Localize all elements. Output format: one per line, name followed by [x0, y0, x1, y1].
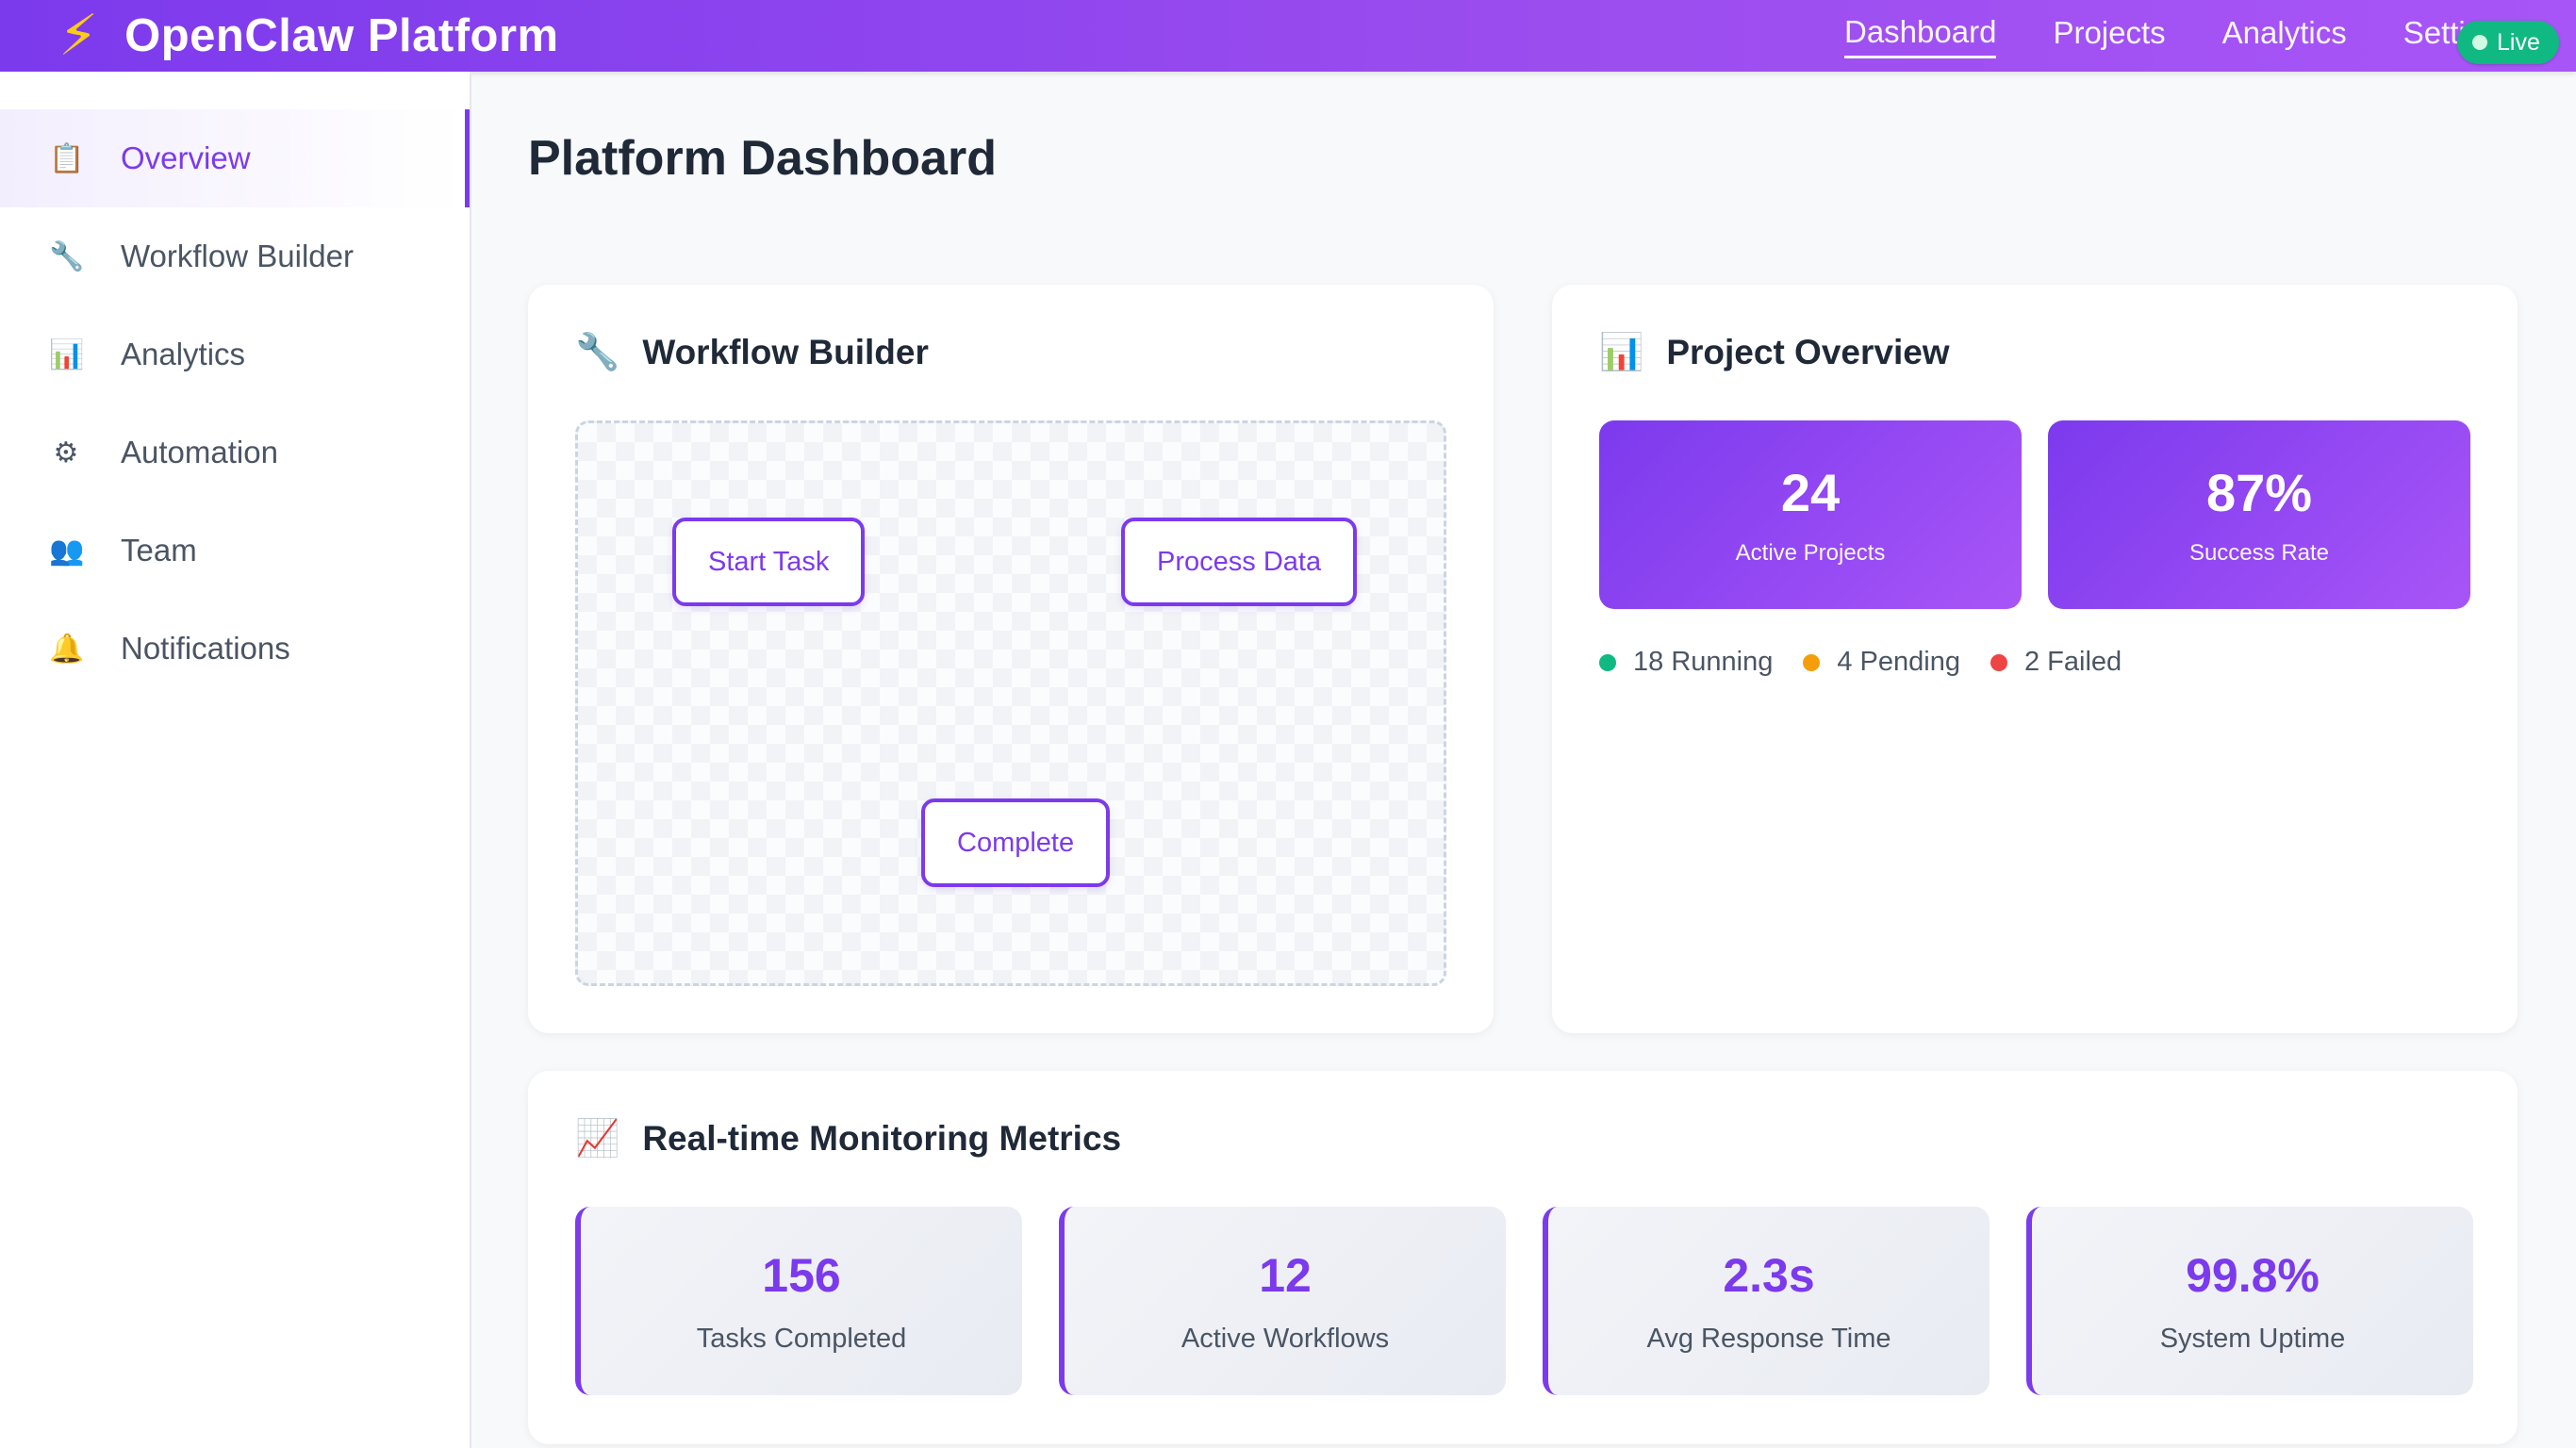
bar-chart-icon: 📊 [1599, 333, 1644, 372]
team-icon: 👥 [49, 535, 85, 567]
card-title: Project Overview [1666, 333, 1950, 371]
realtime-metrics-card: 📈 Real-time Monitoring Metrics 156 Tasks… [528, 1071, 2518, 1444]
legend-running: 18 Running [1599, 647, 1773, 678]
wrench-icon: 🔧 [575, 333, 620, 372]
stat-label: Success Rate [2188, 540, 2330, 566]
app-title: OpenClaw Platform [124, 10, 559, 61]
clipboard-icon: 📋 [49, 142, 85, 174]
sidebar-item-team[interactable]: 👥 Team [0, 502, 470, 600]
sidebar-item-label: Team [121, 533, 197, 568]
bell-icon: 🔔 [49, 633, 85, 665]
metric-value: 156 [762, 1249, 841, 1302]
metric-label: Tasks Completed [696, 1324, 907, 1354]
sidebar-item-label: Analytics [121, 337, 246, 371]
legend-failed: 2 Failed [1990, 647, 2122, 678]
metric-active-workflows: 12 Active Workflows [1059, 1207, 1506, 1395]
nav-dashboard[interactable]: Dashboard [1844, 14, 1997, 58]
legend-label: 4 Pending [1837, 647, 1960, 677]
sidebar-item-notifications[interactable]: 🔔 Notifications [0, 600, 470, 698]
live-label: Live [2497, 28, 2540, 56]
workflow-builder-card: 🔧 Workflow Builder Start Task Process Da… [528, 285, 1494, 1033]
workflow-canvas[interactable]: Start Task Process Data Complete [575, 420, 1446, 986]
trend-chart-icon: 📈 [575, 1119, 620, 1159]
nav-analytics[interactable]: Analytics [2221, 15, 2347, 50]
project-overview-card: 📊 Project Overview 24 Active Projects 87… [1552, 285, 2518, 1033]
bar-chart-icon: 📊 [49, 338, 85, 370]
legend-label: 18 Running [1633, 647, 1774, 677]
sidebar: 📋 Overview 🔧 Workflow Builder 📊 Analytic… [0, 72, 471, 1448]
stat-value: 87% [2205, 463, 2313, 522]
status-legend: 18 Running 4 Pending 2 Failed [1599, 647, 2152, 678]
card-header: 📈 Real-time Monitoring Metrics [575, 1118, 1121, 1160]
stat-label: Active Projects [1735, 540, 1886, 566]
wrench-icon: 🔧 [49, 240, 85, 272]
metric-value: 12 [1259, 1249, 1312, 1302]
legend-pending: 4 Pending [1803, 647, 1960, 678]
page-title: Platform Dashboard [528, 131, 997, 186]
sidebar-item-overview[interactable]: 📋 Overview [0, 109, 470, 207]
card-title: Workflow Builder [642, 333, 929, 371]
live-dot-icon [2472, 35, 2487, 50]
workflow-node-process-data[interactable]: Process Data [1121, 518, 1358, 606]
metric-avg-response-time: 2.3s Avg Response Time [1543, 1207, 1990, 1395]
stat-active-projects: 24 Active Projects [1599, 420, 2022, 609]
metric-value: 99.8% [2186, 1249, 2320, 1302]
sidebar-item-analytics[interactable]: 📊 Analytics [0, 305, 470, 403]
orange-dot-icon [1803, 653, 1821, 671]
green-dot-icon [1599, 653, 1616, 671]
workflow-node-complete[interactable]: Complete [921, 798, 1111, 887]
top-bar: ⚡ OpenClaw Platform Dashboard Projects A… [0, 0, 2576, 72]
brand[interactable]: ⚡ OpenClaw Platform [58, 0, 559, 72]
metric-label: System Uptime [2159, 1324, 2346, 1354]
red-dot-icon [1990, 653, 2007, 671]
metric-tasks-completed: 156 Tasks Completed [575, 1207, 1022, 1395]
sidebar-item-label: Overview [121, 140, 251, 175]
metric-label: Avg Response Time [1646, 1324, 1891, 1354]
sidebar-item-label: Automation [121, 435, 278, 469]
metric-value: 2.3s [1723, 1249, 1815, 1302]
card-header: 🔧 Workflow Builder [575, 332, 929, 373]
stat-success-rate: 87% Success Rate [2048, 420, 2470, 609]
top-nav: Dashboard Projects Analytics Setti [1844, 0, 2522, 72]
sidebar-item-workflow-builder[interactable]: 🔧 Workflow Builder [0, 207, 470, 305]
nav-projects[interactable]: Projects [2053, 15, 2166, 50]
live-status-badge: Live [2457, 21, 2559, 64]
metric-label: Active Workflows [1181, 1324, 1390, 1354]
card-header: 📊 Project Overview [1599, 332, 1950, 373]
lightning-bolt-icon: ⚡ [58, 4, 99, 67]
sidebar-item-label: Workflow Builder [121, 239, 354, 273]
workflow-node-start-task[interactable]: Start Task [672, 518, 866, 606]
gear-icon: ⚙ [53, 436, 79, 469]
sidebar-item-automation[interactable]: ⚙ Automation [0, 403, 470, 502]
stat-value: 24 [1780, 463, 1841, 522]
sidebar-item-label: Notifications [121, 631, 290, 666]
card-title: Real-time Monitoring Metrics [642, 1119, 1122, 1158]
legend-label: 2 Failed [2023, 647, 2122, 677]
nav-settings[interactable]: Setti [2403, 15, 2466, 50]
metric-system-uptime: 99.8% System Uptime [2026, 1207, 2473, 1395]
